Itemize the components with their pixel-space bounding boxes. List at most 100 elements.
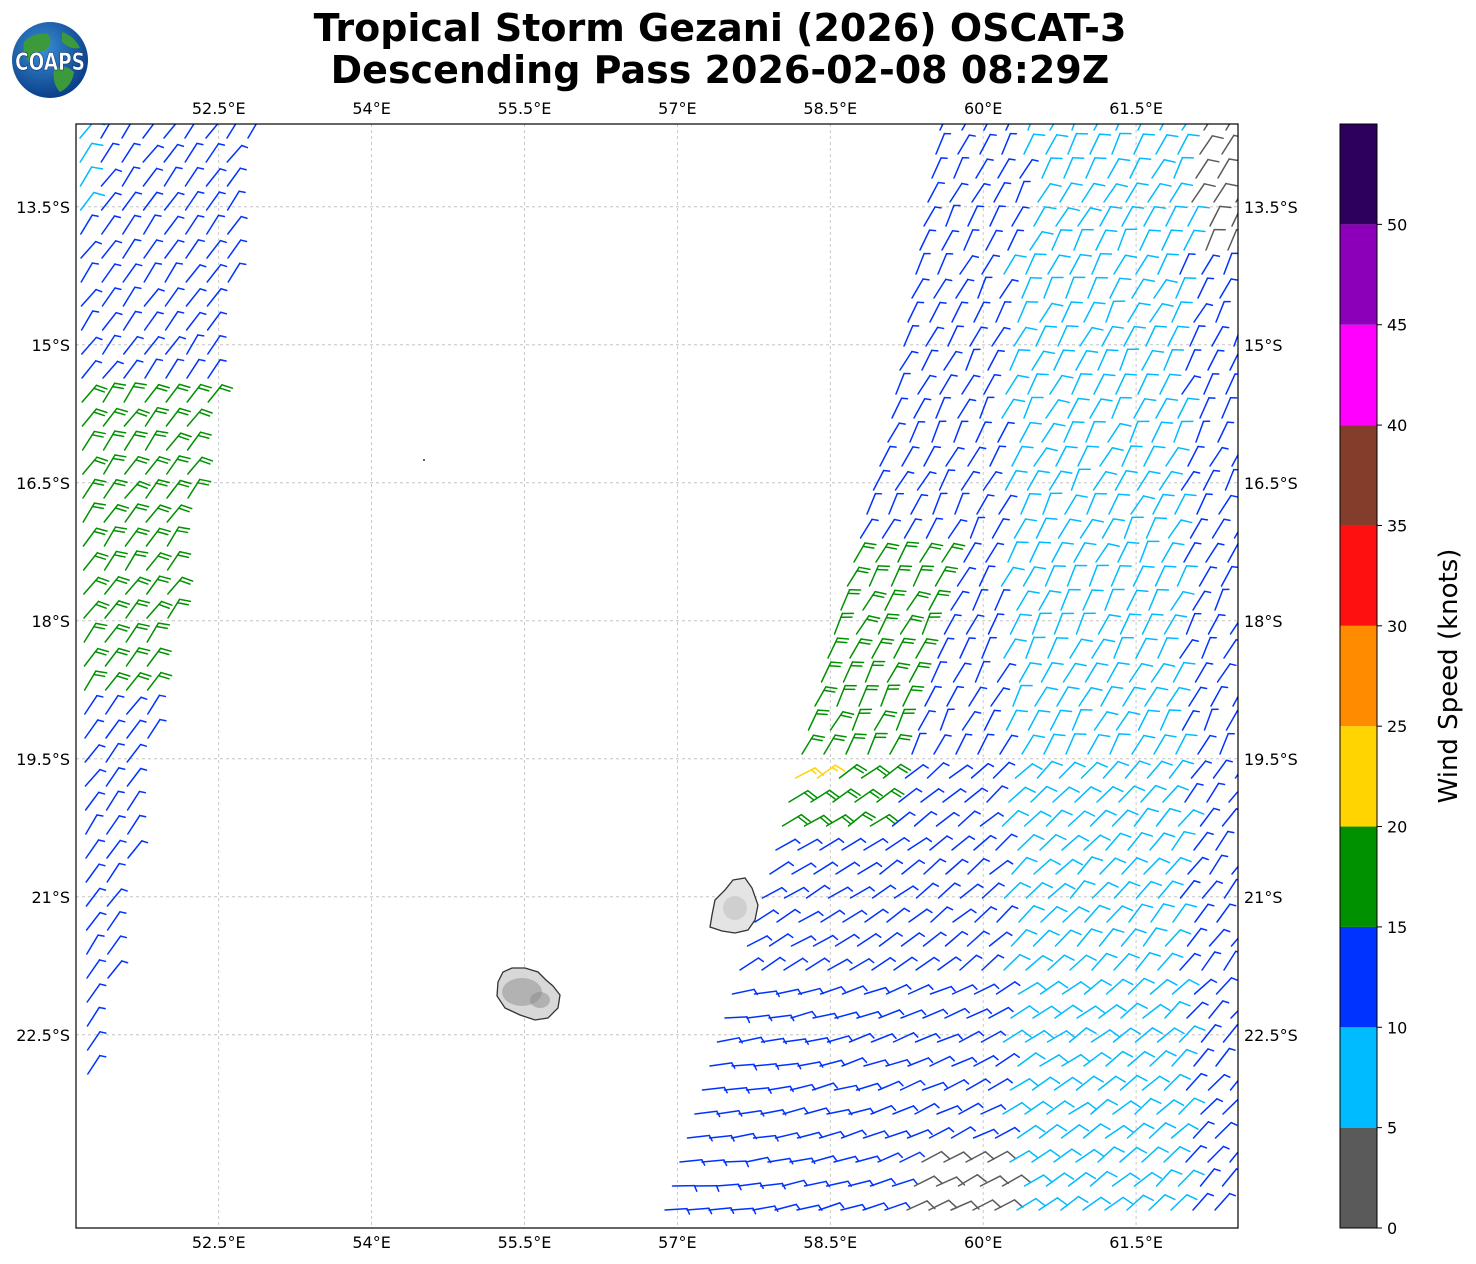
lat-tick-label: 15°S [31,336,70,355]
wind-barb [1118,785,1146,803]
wind-barb [1053,1076,1083,1091]
wind-barb [907,301,925,323]
lat-tick-label: 21°S [31,888,70,907]
wind-barb [1159,124,1165,131]
islet-dot [423,459,425,461]
wind-barb [142,167,164,187]
wind-barb [1194,662,1214,683]
wind-barb [820,661,843,683]
wind-barb [855,615,881,635]
wind-barb [889,734,913,755]
wind-barb [1217,158,1238,179]
wind-barb [1070,468,1091,491]
wind-barb [1025,882,1054,899]
wind-barb [928,1199,958,1211]
wind-barb [1155,397,1179,419]
wind-barb [1137,373,1160,395]
wind-barb [145,456,171,475]
wind-barb [102,360,124,379]
wind-barb [1140,784,1167,803]
wind-barb [82,527,108,547]
wind-barb [878,932,903,947]
wind-barb [859,518,879,539]
wind-barb [1113,636,1135,659]
wind-barb [86,934,105,955]
wind-barb [1199,397,1216,419]
wind-barb [840,1129,867,1139]
wind-barb [1013,518,1038,539]
wind-barb [878,1009,905,1019]
wind-barb [864,908,889,923]
wind-barb [1170,1123,1199,1139]
wind-barb [709,1062,736,1069]
wind-barb [1187,856,1209,875]
wind-barb [1152,493,1175,515]
map-axis-ticks: 52.5°E 52.5°E 54°E 54°E 55.5°E 55.5°E 57°E 57°E… [16,99,1298,1252]
wind-barb [106,839,127,859]
wind-barb [80,288,103,307]
wind-barb [1139,229,1162,251]
wind-barb [1026,470,1051,491]
wind-barb [730,1207,757,1215]
wind-barb [1104,1124,1134,1139]
wind-barb [981,254,1001,275]
wind-barb [1203,708,1219,731]
wind-barb [187,456,214,475]
wind-barb [79,142,104,163]
wind-barb [1216,663,1237,683]
wind-barb [87,1054,107,1075]
wind-barb [146,671,173,691]
wind-barb [103,454,127,475]
wind-barb [1167,325,1190,347]
wind-barb [1007,541,1029,563]
wind-barb [163,191,185,211]
wind-barb [1177,133,1200,155]
wind-barb [834,933,860,947]
wind-barb [1104,1196,1133,1211]
wind-barb [85,887,107,907]
wind-barb [81,430,106,451]
wind-barb [1201,880,1224,899]
wind-barb [1115,711,1141,731]
wind-barb [1199,1168,1221,1187]
wind-barb [1221,808,1238,827]
lon-tick-label: 58.5°E [803,1233,857,1252]
wind-barb [833,1084,861,1092]
wind-barb [107,935,128,955]
wind-barb [914,1102,940,1115]
wind-barb [888,492,905,515]
wind-barb [1169,182,1194,203]
wind-barb [100,168,123,187]
wind-barb [1189,325,1206,347]
wind-barb [950,590,970,611]
wind-barb [862,1202,889,1211]
colorbar-bin [1340,525,1377,626]
wind-barb [1077,207,1102,227]
wind-barb [881,518,902,539]
wind-barb [1123,325,1147,347]
colorbar-tick-label: 35 [1387,516,1407,535]
wind-barb [1089,809,1117,827]
wind-barb [1005,124,1010,131]
wind-barb [1177,809,1205,827]
wind-barb [819,837,845,851]
wind-barb [973,834,997,851]
wind-barb [825,814,855,827]
wind-barb [1080,761,1108,779]
wind-barb [981,954,1005,971]
wind-barb [907,837,933,851]
wind-barb [1039,980,1069,995]
wind-barb [1058,761,1086,779]
wind-barb [86,959,107,979]
wind-barb [899,1079,926,1091]
wind-barb [1161,542,1185,563]
lon-tick-label: 54°E [352,1233,390,1252]
wind-barb [849,958,875,971]
wind-barb [959,637,976,659]
wind-barb [83,647,110,667]
wind-barb [1155,1169,1183,1187]
wind-barb [897,541,920,563]
wind-barb [899,350,919,371]
wind-barb [804,1037,832,1044]
wind-barb [1041,157,1063,179]
